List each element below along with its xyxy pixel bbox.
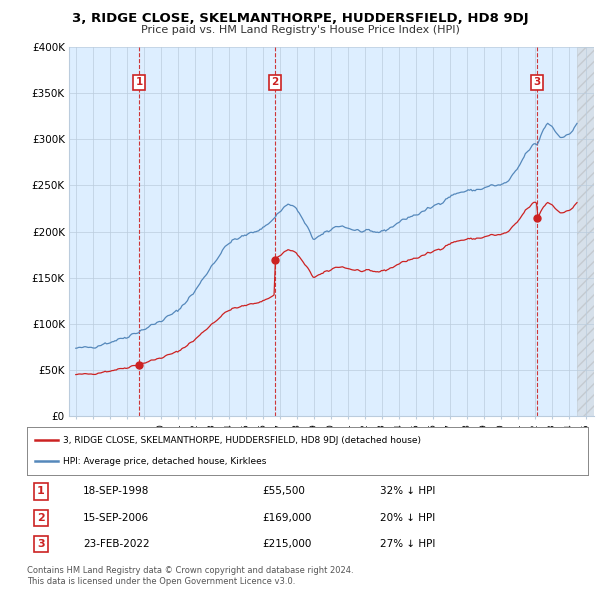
Text: 3, RIDGE CLOSE, SKELMANTHORPE, HUDDERSFIELD, HD8 9DJ: 3, RIDGE CLOSE, SKELMANTHORPE, HUDDERSFI… xyxy=(71,12,529,25)
Text: 27% ↓ HPI: 27% ↓ HPI xyxy=(380,539,436,549)
Text: £215,000: £215,000 xyxy=(263,539,312,549)
Text: 32% ↓ HPI: 32% ↓ HPI xyxy=(380,486,436,496)
Text: £55,500: £55,500 xyxy=(263,486,305,496)
Text: 2: 2 xyxy=(37,513,45,523)
Text: 3: 3 xyxy=(37,539,45,549)
Text: 20% ↓ HPI: 20% ↓ HPI xyxy=(380,513,436,523)
Text: 1: 1 xyxy=(37,486,45,496)
Text: Price paid vs. HM Land Registry's House Price Index (HPI): Price paid vs. HM Land Registry's House … xyxy=(140,25,460,35)
Text: Contains HM Land Registry data © Crown copyright and database right 2024.: Contains HM Land Registry data © Crown c… xyxy=(27,566,353,575)
Text: 23-FEB-2022: 23-FEB-2022 xyxy=(83,539,150,549)
Bar xyxy=(577,47,594,416)
Text: 1: 1 xyxy=(136,77,143,87)
Text: 3, RIDGE CLOSE, SKELMANTHORPE, HUDDERSFIELD, HD8 9DJ (detached house): 3, RIDGE CLOSE, SKELMANTHORPE, HUDDERSFI… xyxy=(64,435,421,445)
Text: 18-SEP-1998: 18-SEP-1998 xyxy=(83,486,149,496)
Text: £169,000: £169,000 xyxy=(263,513,312,523)
Text: 15-SEP-2006: 15-SEP-2006 xyxy=(83,513,149,523)
Text: HPI: Average price, detached house, Kirklees: HPI: Average price, detached house, Kirk… xyxy=(64,457,267,466)
Text: 3: 3 xyxy=(533,77,541,87)
Text: 2: 2 xyxy=(271,77,278,87)
Text: This data is licensed under the Open Government Licence v3.0.: This data is licensed under the Open Gov… xyxy=(27,577,295,586)
